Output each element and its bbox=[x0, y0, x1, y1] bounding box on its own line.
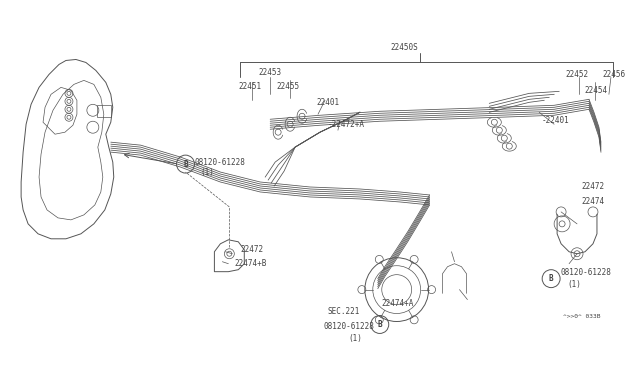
Text: 22472: 22472 bbox=[240, 245, 264, 254]
Text: 08120-61228: 08120-61228 bbox=[323, 322, 374, 331]
Text: 08120-61228: 08120-61228 bbox=[195, 158, 245, 167]
Text: (1): (1) bbox=[200, 167, 214, 177]
Text: 22474+A: 22474+A bbox=[382, 299, 414, 308]
Text: 22453: 22453 bbox=[258, 68, 282, 77]
Text: ^>>0^ 033B: ^>>0^ 033B bbox=[563, 314, 600, 319]
Text: B: B bbox=[378, 320, 382, 329]
Text: 22456: 22456 bbox=[602, 70, 625, 79]
Text: 22455: 22455 bbox=[276, 82, 300, 91]
Text: 22472: 22472 bbox=[581, 183, 604, 192]
Bar bbox=[97, 105, 111, 117]
Text: B: B bbox=[549, 274, 554, 283]
Text: -22401: -22401 bbox=[542, 116, 570, 125]
Text: 22450S: 22450S bbox=[391, 43, 419, 52]
Text: 22401: 22401 bbox=[316, 98, 339, 107]
Text: 22474: 22474 bbox=[581, 198, 604, 206]
Text: (1): (1) bbox=[567, 280, 581, 289]
Text: 22474+B: 22474+B bbox=[234, 259, 267, 268]
Text: -22472+A: -22472+A bbox=[328, 120, 365, 129]
Text: 22451: 22451 bbox=[238, 82, 261, 91]
Text: 22454: 22454 bbox=[584, 86, 607, 95]
Text: 08120-61228: 08120-61228 bbox=[560, 268, 611, 277]
Text: B: B bbox=[183, 160, 188, 169]
Text: 22452: 22452 bbox=[565, 70, 588, 79]
Text: SEC.221: SEC.221 bbox=[328, 307, 360, 316]
Text: (1): (1) bbox=[348, 334, 362, 343]
